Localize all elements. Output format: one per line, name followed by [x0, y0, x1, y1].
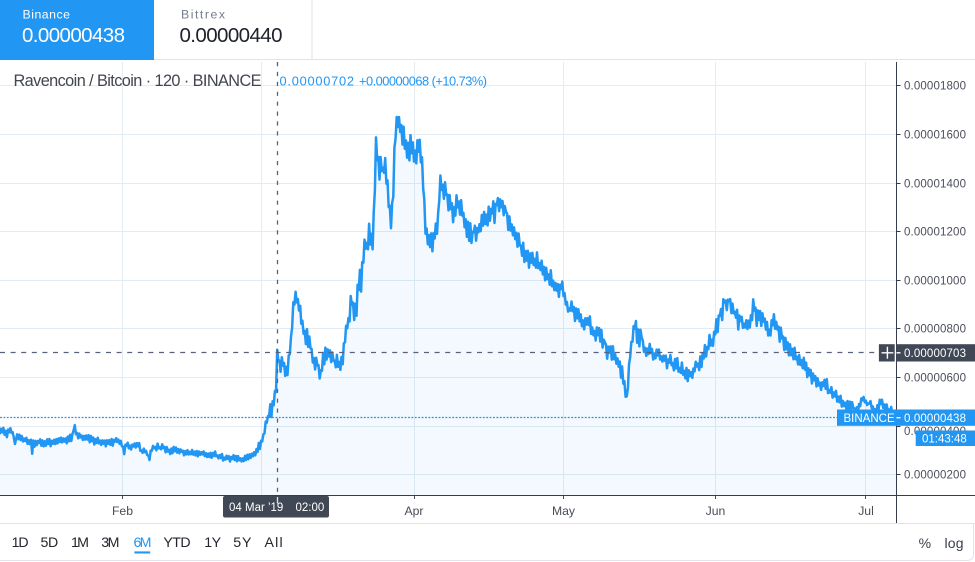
svg-text:0.00001400: 0.00001400	[904, 179, 966, 191]
svg-text:Binance: Binance	[23, 8, 71, 22]
svg-text:May: May	[552, 504, 576, 518]
svg-text:0.00000702: 0.00000702	[280, 74, 355, 89]
svg-text:log: log	[945, 535, 964, 551]
svg-text:Ravencoin / Bitcoin · 120 · BI: Ravencoin / Bitcoin · 120 · BINANCE	[14, 72, 262, 90]
svg-text:1D: 1D	[12, 535, 29, 551]
svg-text:0.00000440: 0.00000440	[180, 24, 283, 47]
svg-text:3M: 3M	[101, 535, 119, 551]
svg-text:0.00000703: 0.00000703	[904, 348, 966, 360]
svg-text:Jun: Jun	[706, 504, 726, 518]
svg-text:Feb: Feb	[112, 504, 133, 518]
svg-text:Apr: Apr	[405, 504, 424, 518]
svg-text:+0.00000068 (+10.73%): +0.00000068 (+10.73%)	[359, 74, 487, 89]
svg-text:01:43:48: 01:43:48	[922, 433, 967, 445]
svg-text:0.00001800: 0.00001800	[904, 81, 966, 93]
svg-text:02:00: 02:00	[296, 502, 325, 514]
svg-text:%: %	[919, 535, 931, 551]
svg-text:5D: 5D	[41, 535, 59, 551]
svg-text:1M: 1M	[71, 535, 89, 551]
svg-text:YTD: YTD	[163, 535, 190, 551]
svg-text:0.00001200: 0.00001200	[904, 227, 966, 239]
svg-text:0.00000600: 0.00000600	[904, 373, 966, 385]
svg-text:1Y: 1Y	[204, 535, 221, 551]
svg-text:0.00001000: 0.00001000	[904, 276, 966, 288]
svg-text:0.00000438: 0.00000438	[904, 413, 966, 425]
svg-text:0.00001600: 0.00001600	[904, 130, 966, 142]
svg-text:0.00000200: 0.00000200	[904, 470, 966, 482]
svg-text:All: All	[265, 535, 283, 551]
svg-text:04 Mar ’19: 04 Mar ’19	[229, 502, 283, 514]
svg-text:Jul: Jul	[858, 504, 874, 518]
svg-text:0.00000438: 0.00000438	[22, 24, 125, 47]
svg-text:6M: 6M	[134, 535, 152, 551]
svg-text:BINANCE: BINANCE	[844, 413, 895, 425]
svg-text:0.00000800: 0.00000800	[904, 324, 966, 336]
svg-text:5Y: 5Y	[233, 535, 252, 551]
